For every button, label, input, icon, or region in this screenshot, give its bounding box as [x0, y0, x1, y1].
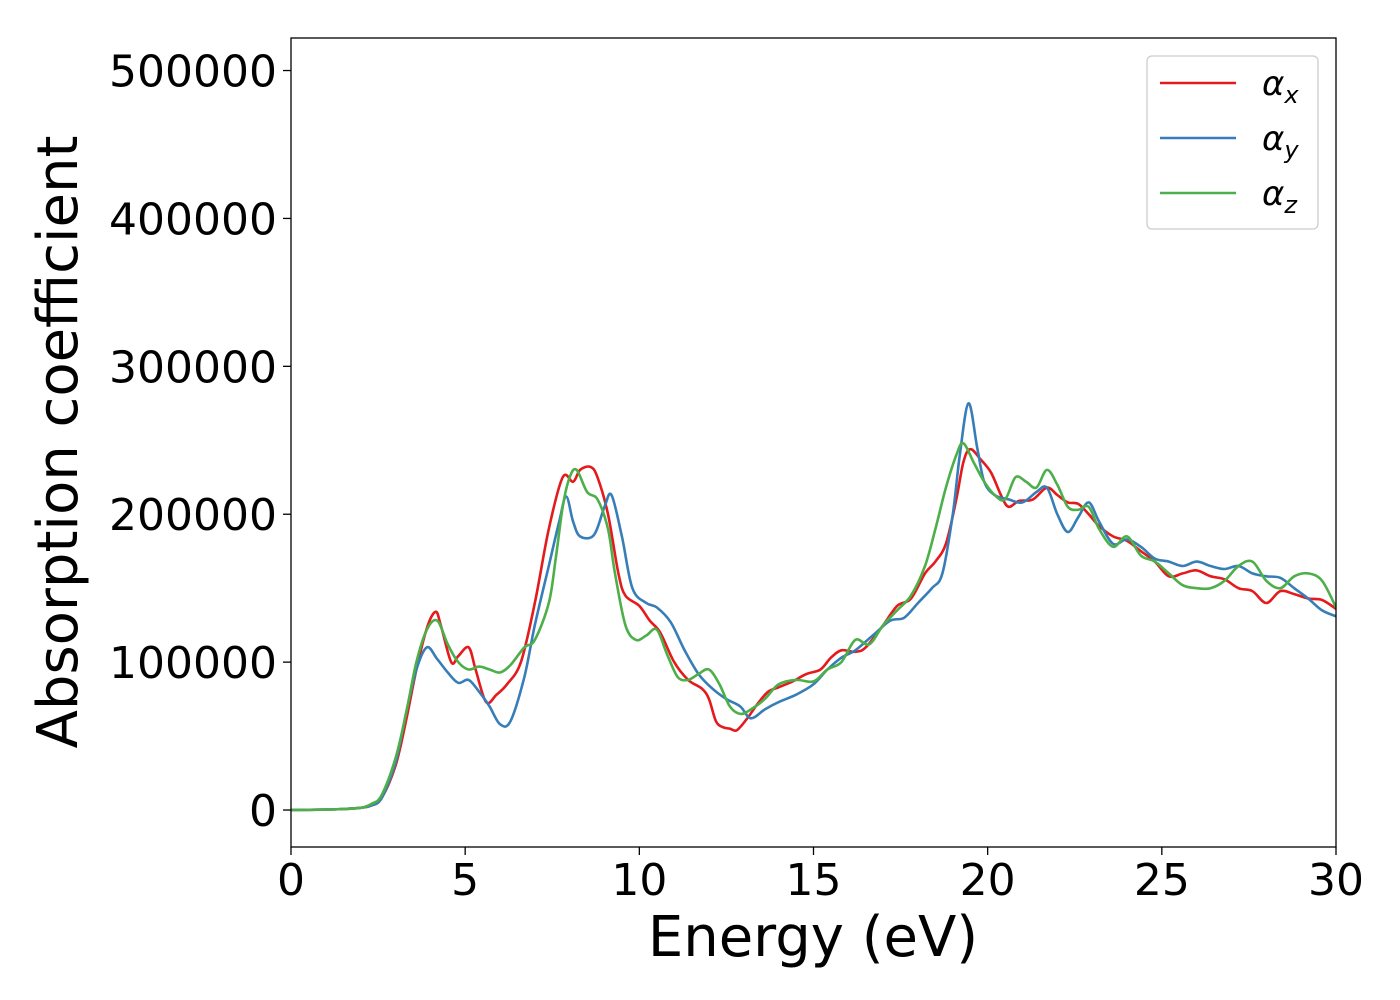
x-tick-label: 15	[786, 855, 842, 906]
y-tick-label: 100000	[109, 638, 277, 689]
x-tick-label: 30	[1308, 855, 1364, 906]
legend-box	[1146, 55, 1319, 230]
y-axis-ticks: 0 100000 200000 300000 400000 500000	[109, 47, 291, 837]
y-tick-label: 500000	[109, 47, 277, 98]
y-tick-label: 200000	[109, 490, 277, 541]
x-axis-ticks: 0 5 10 15 20 25 30	[277, 847, 1364, 906]
series-line-y	[291, 401, 1336, 812]
x-tick-label: 10	[611, 855, 667, 906]
series-lines	[291, 401, 1336, 812]
legend-label-z: αz	[1262, 174, 1298, 219]
legend-label-x: αx	[1262, 64, 1299, 109]
x-tick-label: 5	[451, 855, 479, 906]
x-tick-label: 20	[960, 855, 1016, 906]
legend-label-y: αy	[1262, 119, 1299, 164]
y-tick-label: 400000	[109, 194, 277, 245]
legend: αx αy αz	[1146, 55, 1319, 230]
y-tick-label: 300000	[109, 342, 277, 393]
x-tick-label: 25	[1134, 855, 1190, 906]
x-tick-label: 0	[277, 855, 305, 906]
x-axis-title: Energy (eV)	[648, 905, 978, 970]
y-axis-title: Absorption coefficient	[26, 136, 91, 749]
y-tick-label: 0	[249, 786, 277, 837]
series-line-z	[291, 441, 1336, 812]
